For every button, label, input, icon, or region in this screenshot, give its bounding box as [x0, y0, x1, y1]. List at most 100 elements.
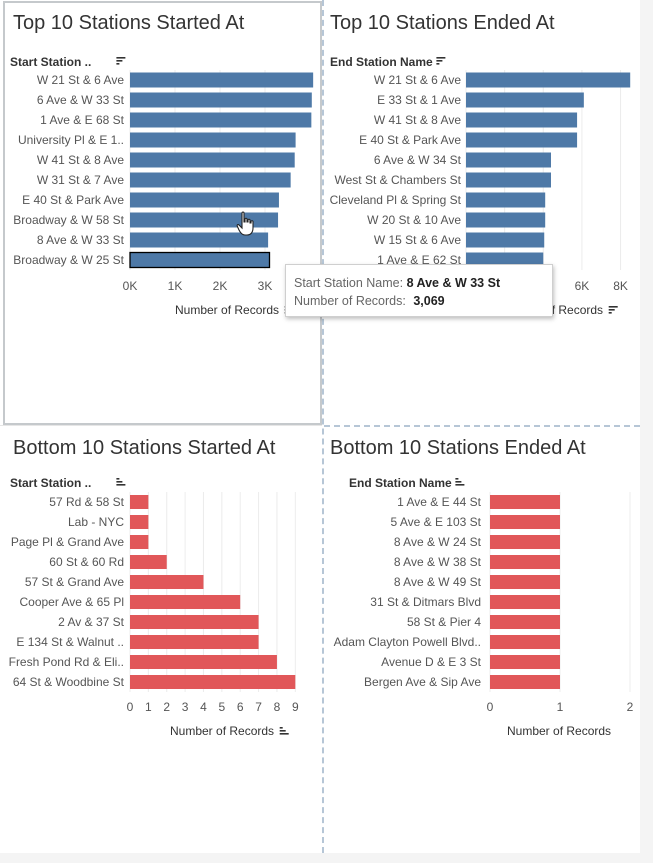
dimension-header[interactable]: End Station Name [349, 476, 452, 490]
bar[interactable] [130, 675, 296, 689]
bar[interactable] [466, 212, 546, 228]
bar[interactable] [130, 192, 279, 208]
tick-label: 1K [168, 279, 183, 293]
tick-label: 8 [274, 700, 281, 714]
bar-chart-top-started[interactable]: Start Station .. W 21 St & 6 Ave 6 Ave & W… [0, 0, 322, 425]
bar[interactable] [490, 655, 560, 669]
category-label: Broadway & W 25 St [13, 253, 124, 267]
category-label: 6 Ave & W 34 St [374, 153, 462, 167]
bar[interactable] [130, 92, 312, 108]
bar[interactable] [129, 251, 271, 269]
bar[interactable] [130, 495, 149, 509]
bar[interactable] [130, 132, 296, 148]
sheet-title: Bottom 10 Stations Ended At [330, 437, 586, 459]
tooltip: Start Station Name: 8 Ave & W 33 St Numb… [285, 264, 553, 317]
tick-label: 6K [575, 279, 590, 293]
bar[interactable] [130, 635, 259, 649]
bar[interactable] [130, 112, 312, 128]
tick-label: 0 [127, 700, 134, 714]
category-label: 8 Ave & W 49 St [394, 575, 482, 589]
category-label: 60 St & 60 Rd [49, 555, 124, 569]
bar[interactable] [130, 232, 269, 248]
bar[interactable] [466, 152, 551, 168]
tick-label: 3K [258, 279, 273, 293]
bar[interactable] [490, 615, 560, 629]
category-label: Page Pl & Grand Ave [11, 535, 125, 549]
dimension-header[interactable]: Start Station .. [10, 476, 91, 490]
bar[interactable] [490, 675, 560, 689]
sheet-top-ended[interactable]: Top 10 Stations Ended At End Station Nam… [324, 0, 640, 425]
bar[interactable] [130, 655, 277, 669]
tooltip-label: Number of Records: [294, 294, 406, 308]
bar[interactable] [130, 212, 279, 228]
tick-label: 2 [163, 700, 170, 714]
bar-chart-bottom-ended[interactable]: End Station Name 1 Ave & E 44 St 5 Ave & E… [324, 427, 640, 853]
sort-line [116, 478, 120, 480]
tick-label: 1 [145, 700, 152, 714]
bar[interactable] [490, 535, 560, 549]
bar[interactable] [130, 172, 291, 188]
sort-line [436, 57, 446, 59]
selected-sheet-frame [3, 1, 322, 425]
bar[interactable] [130, 595, 241, 609]
bar[interactable] [130, 555, 167, 569]
bar[interactable] [466, 192, 546, 208]
sort-desc-icon[interactable] [436, 57, 446, 65]
bar[interactable] [130, 72, 314, 88]
tick-label: 5 [218, 700, 225, 714]
tooltip-value: 8 Ave & W 33 St [406, 276, 501, 290]
bar-chart-top-ended[interactable]: End Station Name W 21 St & 6 Ave E 33 St &… [324, 0, 640, 425]
category-label: E 40 St & Park Ave [359, 133, 461, 147]
sort-asc-icon[interactable] [455, 478, 465, 486]
bar[interactable] [490, 575, 560, 589]
sort-line [608, 312, 612, 314]
bar[interactable] [466, 252, 544, 268]
tick-label: 4 [200, 700, 207, 714]
section-divider-left [0, 425, 322, 426]
sort-desc-icon[interactable] [116, 57, 126, 65]
category-label: 2 Av & 37 St [58, 615, 124, 629]
bar[interactable] [490, 635, 560, 649]
sheet-top-started[interactable]: Top 10 Stations Started At Start Station… [0, 0, 322, 425]
category-label: 58 St & Pier 4 [407, 615, 481, 629]
tick-label: 2K [213, 279, 228, 293]
bar[interactable] [466, 112, 578, 128]
tooltip-row-station: Start Station Name: 8 Ave & W 33 St [294, 276, 500, 290]
dimension-header[interactable]: End Station Name [330, 55, 433, 69]
sheet-bottom-ended[interactable]: Bottom 10 Stations Ended At End Station … [324, 427, 640, 853]
category-label: Cooper Ave & 65 Pl [19, 595, 124, 609]
sort-desc-icon[interactable] [608, 306, 618, 314]
category-label: W 21 St & 6 Ave [37, 73, 124, 87]
category-label: 8 Ave & W 38 St [394, 555, 482, 569]
category-label: 1 Ave & E 44 St [397, 495, 482, 509]
bar[interactable] [130, 575, 204, 589]
bar[interactable] [466, 232, 545, 248]
bar[interactable] [466, 92, 584, 108]
bar[interactable] [490, 555, 560, 569]
sort-line [116, 60, 123, 62]
dimension-header[interactable]: Start Station .. [10, 55, 91, 69]
category-label: 64 St & Woodbine St [13, 675, 125, 689]
tick-label: 3 [182, 700, 189, 714]
category-label: W 20 St & 10 Ave [367, 213, 461, 227]
bar[interactable] [130, 152, 295, 168]
category-label: W 31 St & 7 Ave [37, 173, 124, 187]
bar[interactable] [466, 72, 631, 88]
sort-asc-icon[interactable] [279, 727, 289, 735]
tick-label: 0K [123, 279, 138, 293]
sort-asc-icon[interactable] [116, 478, 126, 486]
sheet-bottom-started[interactable]: Bottom 10 Stations Started At Start Stat… [0, 427, 322, 853]
bar[interactable] [490, 495, 560, 509]
bar[interactable] [490, 595, 560, 609]
bar[interactable] [130, 535, 149, 549]
category-label: Cleveland Pl & Spring St [330, 193, 462, 207]
bar[interactable] [490, 515, 560, 529]
category-label: 8 Ave & W 33 St [37, 233, 125, 247]
bar[interactable] [466, 132, 578, 148]
bar-chart-bottom-started[interactable]: Start Station .. 57 Rd & 58 St Lab - NYC Pa… [0, 427, 322, 853]
bar[interactable] [130, 515, 149, 529]
category-label: West St & Chambers St [335, 173, 462, 187]
bar[interactable] [466, 172, 551, 188]
bar[interactable] [130, 615, 259, 629]
sort-line [116, 57, 126, 59]
